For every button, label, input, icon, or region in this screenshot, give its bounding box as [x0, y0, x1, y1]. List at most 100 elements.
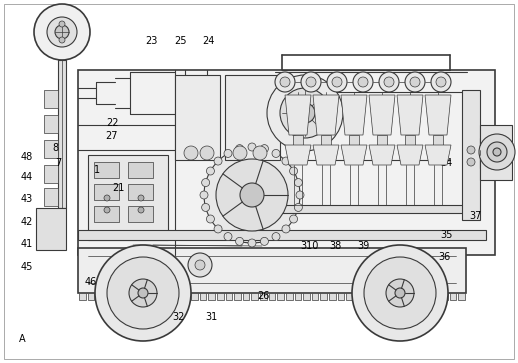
Bar [355, 293, 362, 300]
Polygon shape [397, 95, 423, 135]
Text: 7: 7 [55, 158, 61, 168]
Circle shape [59, 37, 65, 43]
Bar [347, 293, 353, 300]
Text: 22: 22 [107, 118, 119, 128]
Bar [78, 230, 486, 240]
Text: 24: 24 [202, 36, 214, 46]
Text: 25: 25 [174, 36, 186, 46]
Circle shape [493, 148, 501, 156]
Bar [295, 293, 301, 300]
Bar [407, 293, 413, 300]
Text: 32: 32 [172, 311, 185, 322]
Text: 45: 45 [21, 262, 33, 272]
Bar [44, 188, 58, 206]
Bar [321, 135, 331, 145]
Circle shape [214, 225, 222, 233]
Circle shape [282, 225, 290, 233]
Bar [36, 208, 66, 250]
Circle shape [364, 257, 436, 329]
Bar [269, 293, 275, 300]
Bar [44, 140, 58, 158]
Bar [78, 70, 495, 255]
Text: 34: 34 [440, 158, 453, 168]
Circle shape [280, 88, 330, 138]
Bar [381, 293, 387, 300]
Circle shape [55, 25, 69, 39]
Bar [175, 75, 220, 160]
Bar [165, 293, 172, 300]
Bar [390, 293, 396, 300]
Bar [128, 184, 153, 200]
Text: 37: 37 [469, 211, 482, 221]
Circle shape [352, 245, 448, 341]
Polygon shape [369, 95, 395, 135]
Text: 38: 38 [329, 241, 342, 251]
Circle shape [272, 150, 280, 158]
Bar [88, 293, 94, 300]
Bar [286, 293, 293, 300]
Circle shape [233, 146, 247, 160]
Bar [433, 293, 439, 300]
Circle shape [129, 279, 157, 307]
Circle shape [282, 157, 290, 165]
Bar [372, 293, 379, 300]
Circle shape [214, 157, 222, 165]
Bar [128, 162, 153, 178]
Bar [329, 293, 336, 300]
Polygon shape [425, 95, 451, 135]
Bar [44, 165, 58, 183]
Polygon shape [341, 145, 367, 165]
Circle shape [467, 146, 475, 154]
Circle shape [184, 146, 198, 160]
Text: 35: 35 [440, 230, 453, 240]
Bar [44, 90, 58, 108]
Circle shape [204, 147, 300, 243]
Bar [79, 293, 85, 300]
Circle shape [294, 203, 303, 211]
Bar [293, 135, 303, 145]
Circle shape [386, 279, 414, 307]
Circle shape [207, 167, 214, 175]
Bar [321, 293, 327, 300]
Bar [174, 293, 180, 300]
Text: 1: 1 [94, 165, 100, 175]
Circle shape [261, 237, 268, 245]
Text: 42: 42 [21, 217, 33, 227]
Bar [234, 293, 241, 300]
Bar [191, 293, 198, 300]
Bar [217, 293, 224, 300]
Circle shape [353, 72, 373, 92]
Text: 48: 48 [21, 152, 33, 162]
Bar [96, 293, 103, 300]
Bar [277, 293, 284, 300]
Circle shape [95, 245, 191, 341]
Bar [94, 206, 119, 222]
Bar [312, 293, 319, 300]
Polygon shape [369, 145, 395, 165]
Text: A: A [19, 334, 25, 344]
Bar [200, 293, 206, 300]
Circle shape [138, 207, 144, 213]
Circle shape [290, 215, 297, 223]
Polygon shape [285, 95, 311, 135]
Bar [349, 135, 359, 145]
Circle shape [253, 146, 267, 160]
Bar [225, 293, 232, 300]
Bar [44, 115, 58, 133]
Bar [364, 293, 370, 300]
Circle shape [436, 77, 446, 87]
Circle shape [405, 72, 425, 92]
Bar [94, 184, 119, 200]
Circle shape [431, 72, 451, 92]
Bar [105, 293, 111, 300]
Bar [260, 293, 267, 300]
Bar [415, 293, 422, 300]
Circle shape [248, 239, 256, 247]
Circle shape [200, 191, 208, 199]
Circle shape [188, 253, 212, 277]
Bar [225, 75, 280, 160]
Polygon shape [425, 145, 451, 165]
Circle shape [236, 144, 243, 152]
Text: 310: 310 [300, 241, 319, 251]
Bar [405, 135, 415, 145]
